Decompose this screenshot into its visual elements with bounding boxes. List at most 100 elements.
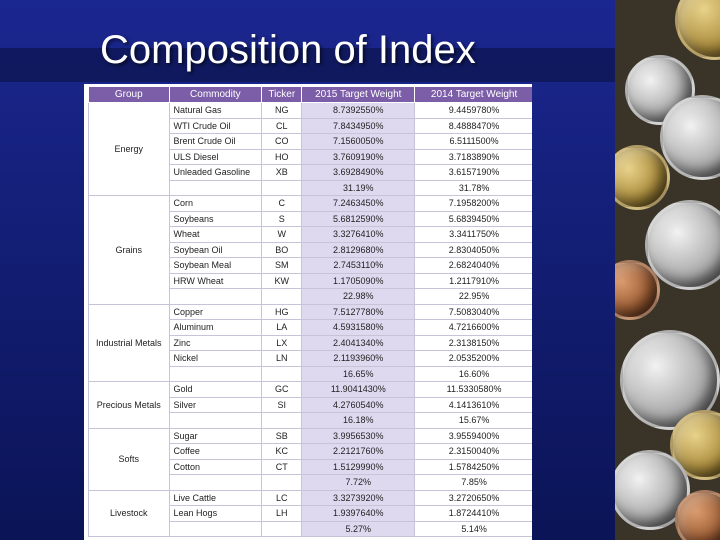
ticker-cell: CO bbox=[261, 133, 303, 150]
weight-2015-cell: 2.2121760% bbox=[301, 443, 416, 460]
weight-2015-cell: 3.3276410% bbox=[301, 226, 416, 243]
weight-2015-cell: 4.2760540% bbox=[301, 396, 416, 413]
commodity-cell: Lean Hogs bbox=[168, 505, 263, 522]
table-row: Energy Natural Gas NG 8.7392550% 9.4459780% bbox=[88, 102, 532, 196]
subtotal-2014-cell: 5.14% bbox=[414, 520, 532, 537]
table-row: Cotton CT 1.5129990% 1.5784250% bbox=[89, 458, 532, 475]
subtotal-2015-cell: 31.19% bbox=[301, 179, 416, 196]
table-row: Aluminum LA 4.5931580% 4.7216600% bbox=[89, 319, 532, 336]
weight-2015-cell: 7.2463450% bbox=[301, 195, 416, 212]
ticker-cell: KC bbox=[261, 443, 303, 460]
subtotal-2015-cell: 16.65% bbox=[301, 365, 416, 382]
header-2015-weight: 2015 Target Weight bbox=[301, 86, 416, 103]
table-row: Zinc LX 2.4041340% 2.3138150% bbox=[89, 334, 532, 351]
ticker-cell: BO bbox=[261, 241, 303, 258]
weight-2015-cell: 7.8434950% bbox=[301, 117, 416, 134]
title-band bbox=[0, 48, 620, 82]
weight-2014-cell: 6.5111500% bbox=[414, 133, 532, 150]
commodity-cell: Copper bbox=[168, 303, 263, 320]
subtotal-empty-cell bbox=[168, 288, 263, 305]
table-row: Coffee KC 2.2121760% 2.3150040% bbox=[89, 443, 532, 460]
weight-2014-cell: 4.1413610% bbox=[414, 396, 532, 413]
weight-2014-cell: 3.9559400% bbox=[414, 427, 532, 444]
composition-table: Group Commodity Ticker 2015 Target Weigh… bbox=[88, 86, 532, 537]
table-row: Precious Metals Gold GC 11.9041430% 11.53305… bbox=[88, 381, 532, 429]
commodity-cell: Soybean Meal bbox=[168, 257, 263, 274]
subtotal-2015-cell: 5.27% bbox=[301, 520, 416, 537]
subtotal-empty-cell bbox=[261, 520, 303, 537]
commodity-cell: ULS Diesel bbox=[168, 148, 263, 165]
subtotal-2014-cell: 31.78% bbox=[414, 179, 532, 196]
weight-2014-cell: 3.7183890% bbox=[414, 148, 532, 165]
weight-2015-cell: 4.5931580% bbox=[301, 319, 416, 336]
weight-2015-cell: 1.9397640% bbox=[301, 505, 416, 522]
table-row: Grains Corn C 7.2463450% 7.1958200% bbox=[88, 195, 532, 305]
subtotal-empty-cell bbox=[261, 179, 303, 196]
weight-2014-cell: 3.3411750% bbox=[414, 226, 532, 243]
subtotal-row: 31.19% 31.78% bbox=[89, 179, 532, 196]
weight-2014-cell: 2.8304050% bbox=[414, 241, 532, 258]
subtotal-empty-cell bbox=[261, 412, 303, 429]
ticker-cell: GC bbox=[261, 381, 303, 398]
weight-2015-cell: 11.9041430% bbox=[301, 381, 416, 398]
commodity-cell: Unleaded Gasoline bbox=[168, 164, 263, 181]
ticker-cell: S bbox=[261, 210, 303, 227]
weight-2015-cell: 3.3273920% bbox=[301, 489, 416, 506]
ticker-cell: CL bbox=[261, 117, 303, 134]
header-2014-weight: 2014 Target Weight bbox=[414, 86, 532, 103]
subtotal-empty-cell bbox=[168, 365, 263, 382]
weight-2014-cell: 3.2720650% bbox=[414, 489, 532, 506]
table-row: Softs Sugar SB 3.9956530% 3.9559400% bbox=[88, 427, 532, 491]
weight-2015-cell: 1.1705090% bbox=[301, 272, 416, 289]
table-row: Nickel LN 2.1193960% 2.0535200% bbox=[89, 350, 532, 367]
ticker-cell: KW bbox=[261, 272, 303, 289]
commodity-cell: Silver bbox=[168, 396, 263, 413]
commodity-cell: Coffee bbox=[168, 443, 263, 460]
subtotal-2015-cell: 16.18% bbox=[301, 412, 416, 429]
ticker-cell: LH bbox=[261, 505, 303, 522]
group-cell: Precious Metals bbox=[88, 381, 170, 429]
weight-2014-cell: 1.8724410% bbox=[414, 505, 532, 522]
commodity-cell: Live Cattle bbox=[168, 489, 263, 506]
weight-2015-cell: 3.6928490% bbox=[301, 164, 416, 181]
subtotal-empty-cell bbox=[168, 412, 263, 429]
page-title: Composition of Index bbox=[100, 28, 476, 72]
subtotal-row: 16.18% 15.67% bbox=[89, 412, 532, 429]
ticker-cell: LN bbox=[261, 350, 303, 367]
subtotal-row: 16.65% 16.60% bbox=[89, 365, 532, 382]
group-cell: Livestock bbox=[88, 489, 170, 537]
table-row: HRW Wheat KW 1.1705090% 1.2117910% bbox=[89, 272, 532, 289]
commodity-cell: Cotton bbox=[168, 458, 263, 475]
weight-2014-cell: 4.7216600% bbox=[414, 319, 532, 336]
weight-2015-cell: 3.9956530% bbox=[301, 427, 416, 444]
subtotal-empty-cell bbox=[261, 288, 303, 305]
weight-2014-cell: 8.4888470% bbox=[414, 117, 532, 134]
table-row: Unleaded Gasoline XB 3.6928490% 3.6157190% bbox=[89, 164, 532, 181]
subtotal-2015-cell: 22.98% bbox=[301, 288, 416, 305]
weight-2014-cell: 5.6839450% bbox=[414, 210, 532, 227]
subtotal-2014-cell: 7.85% bbox=[414, 474, 532, 491]
subtotal-empty-cell bbox=[168, 520, 263, 537]
table-row: Livestock Live Cattle LC 3.3273920% 3.272065… bbox=[88, 489, 532, 537]
weight-2014-cell: 2.0535200% bbox=[414, 350, 532, 367]
ticker-cell: SB bbox=[261, 427, 303, 444]
weight-2015-cell: 7.1560050% bbox=[301, 133, 416, 150]
table-row: ULS Diesel HO 3.7609190% 3.7183890% bbox=[89, 148, 532, 165]
weight-2015-cell: 3.7609190% bbox=[301, 148, 416, 165]
ticker-cell: SM bbox=[261, 257, 303, 274]
subtotal-empty-cell bbox=[261, 365, 303, 382]
weight-2014-cell: 2.3150040% bbox=[414, 443, 532, 460]
commodity-cell: Natural Gas bbox=[168, 102, 263, 119]
subtotal-empty-cell bbox=[261, 474, 303, 491]
weight-2014-cell: 7.5083040% bbox=[414, 303, 532, 320]
weight-2015-cell: 2.7453110% bbox=[301, 257, 416, 274]
ticker-cell: LX bbox=[261, 334, 303, 351]
commodity-cell: Soybeans bbox=[168, 210, 263, 227]
subtotal-2014-cell: 15.67% bbox=[414, 412, 532, 429]
table-body: Energy Natural Gas NG 8.7392550% 9.4459780% W… bbox=[88, 102, 532, 537]
commodity-cell: HRW Wheat bbox=[168, 272, 263, 289]
weight-2015-cell: 5.6812590% bbox=[301, 210, 416, 227]
weight-2014-cell: 7.1958200% bbox=[414, 195, 532, 212]
commodity-cell: Wheat bbox=[168, 226, 263, 243]
subtotal-empty-cell bbox=[168, 474, 263, 491]
